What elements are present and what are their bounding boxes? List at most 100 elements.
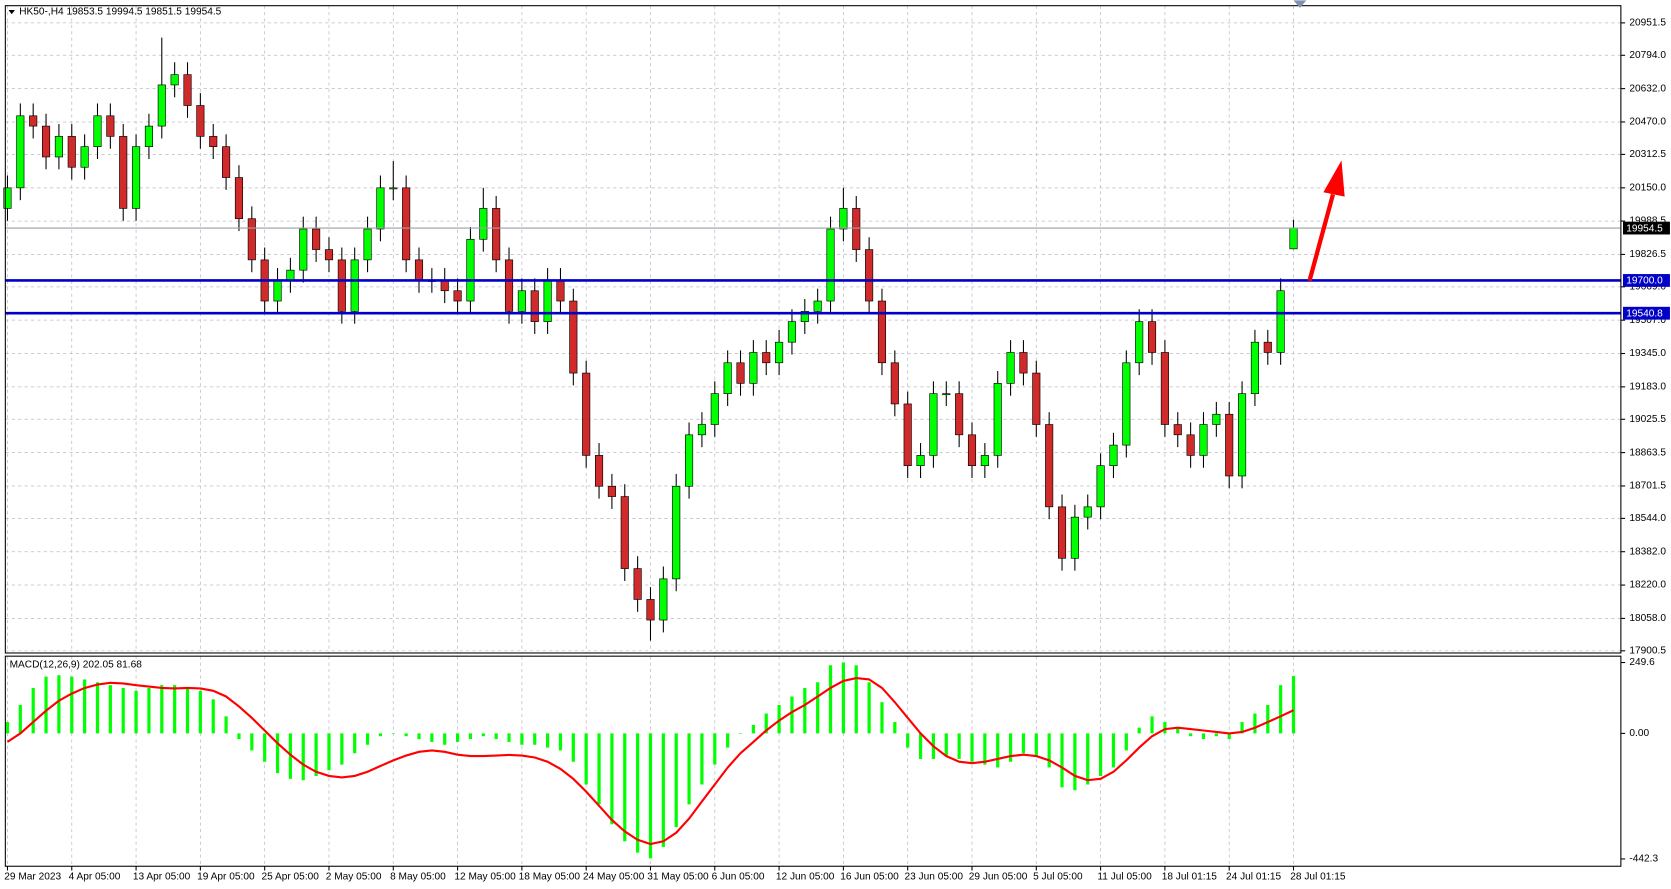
macd-bar	[314, 733, 318, 776]
macd-bar	[18, 705, 22, 734]
candle-body	[440, 280, 449, 292]
macd-bar	[327, 733, 331, 771]
y-tick-label: -442.3	[1629, 854, 1658, 865]
macd-bar	[147, 687, 151, 734]
macd-bar	[944, 733, 948, 757]
macd-bar	[546, 733, 550, 748]
macd-bar	[237, 733, 241, 740]
macd-bar	[83, 679, 87, 734]
macd-bar	[1060, 733, 1064, 788]
candle-body	[183, 74, 192, 106]
candle-body	[1006, 352, 1015, 384]
candle-body	[569, 300, 578, 374]
candle-body	[582, 372, 591, 456]
price-label-box	[1623, 306, 1670, 320]
macd-bar	[841, 662, 845, 734]
candle-body	[710, 393, 719, 425]
macd-bar	[816, 682, 820, 734]
x-tick-label: 8 May 05:00	[390, 872, 446, 883]
macd-bar	[1098, 733, 1103, 776]
y-tick-label: 18058.0	[1629, 613, 1666, 624]
macd-bar	[198, 690, 202, 734]
macd-bar	[558, 733, 563, 751]
shift-marker	[1293, 0, 1307, 8]
macd-bar	[173, 685, 177, 734]
candle-body	[607, 485, 616, 497]
candle-body	[1250, 341, 1259, 394]
candle-body	[273, 280, 282, 302]
candle-body	[1122, 362, 1131, 446]
candle-body	[543, 280, 552, 322]
candle-body	[119, 136, 128, 209]
x-tick-label: 25 Apr 05:00	[261, 872, 319, 883]
candle-body	[29, 115, 38, 127]
macd-bar	[263, 733, 267, 762]
candle-body	[800, 311, 809, 322]
x-tick-label: 18 May 05:00	[519, 872, 581, 883]
candle-body	[594, 455, 604, 487]
candle-body	[723, 362, 732, 394]
candle-body	[132, 146, 141, 209]
symbol-menu-icon[interactable]	[8, 9, 15, 15]
macd-bar	[1176, 727, 1180, 734]
macd-bar	[224, 716, 228, 734]
arrow-shaft	[1307, 193, 1336, 282]
candle-body	[41, 125, 51, 158]
candle-body	[556, 280, 565, 302]
macd-bar	[353, 733, 357, 754]
price-label: 19700.0	[1626, 276, 1663, 287]
macd-bar	[623, 733, 627, 842]
candle-body	[993, 383, 1002, 456]
macd-bar	[584, 733, 588, 785]
candle-body	[196, 105, 205, 137]
y-tick-label: 20470.0	[1629, 117, 1666, 128]
macd-bar	[1201, 733, 1206, 740]
candle-body	[234, 177, 244, 220]
candle-body	[376, 187, 385, 230]
candle-body	[144, 125, 153, 147]
macd-bar	[160, 685, 164, 734]
x-tick-label: 18 Jul 01:15	[1162, 872, 1218, 883]
macd-bar	[726, 733, 730, 748]
candle-body	[1135, 321, 1144, 364]
macd-bar	[751, 724, 755, 734]
macd-bar	[571, 733, 575, 762]
macd-bar	[1214, 733, 1218, 737]
macd-bar	[790, 696, 794, 734]
candle-body	[1083, 506, 1092, 518]
macd-pane-border	[4, 655, 1622, 867]
candle-body	[1032, 372, 1041, 425]
macd-bar	[777, 705, 781, 734]
x-tick-label: 29 Mar 2023	[4, 872, 61, 883]
macd-bar	[1008, 733, 1013, 762]
candle-body	[157, 84, 166, 127]
candle-body	[1186, 434, 1195, 456]
macd-bar	[867, 682, 871, 734]
candle-body	[247, 218, 256, 261]
candle-body	[942, 393, 951, 396]
macd-bar	[1266, 705, 1270, 734]
candle-body	[363, 228, 372, 261]
candle-body	[80, 146, 89, 168]
macd-bar	[738, 733, 743, 734]
candle-body	[337, 259, 346, 312]
x-tick-label: 13 Apr 05:00	[133, 872, 191, 883]
macd-bar	[121, 687, 125, 734]
x-tick-label: 12 Jun 05:00	[776, 872, 835, 883]
y-tick-label: 20794.0	[1629, 50, 1666, 61]
macd-bar	[134, 690, 138, 734]
annotation-arrow	[1307, 160, 1345, 282]
candle-body	[955, 393, 964, 436]
candle-body	[3, 187, 12, 209]
candle-body	[813, 300, 822, 312]
macd-bar	[1291, 676, 1296, 734]
macd-bar	[391, 733, 395, 734]
price-label-box	[1623, 221, 1670, 235]
macd-bar	[481, 733, 485, 737]
macd-bar	[674, 733, 678, 828]
candle-body	[890, 362, 899, 405]
x-tick-label: 4 Apr 05:00	[69, 872, 121, 883]
candle-body	[787, 321, 797, 343]
macd-bar	[378, 733, 383, 737]
macd-bar	[880, 702, 884, 734]
